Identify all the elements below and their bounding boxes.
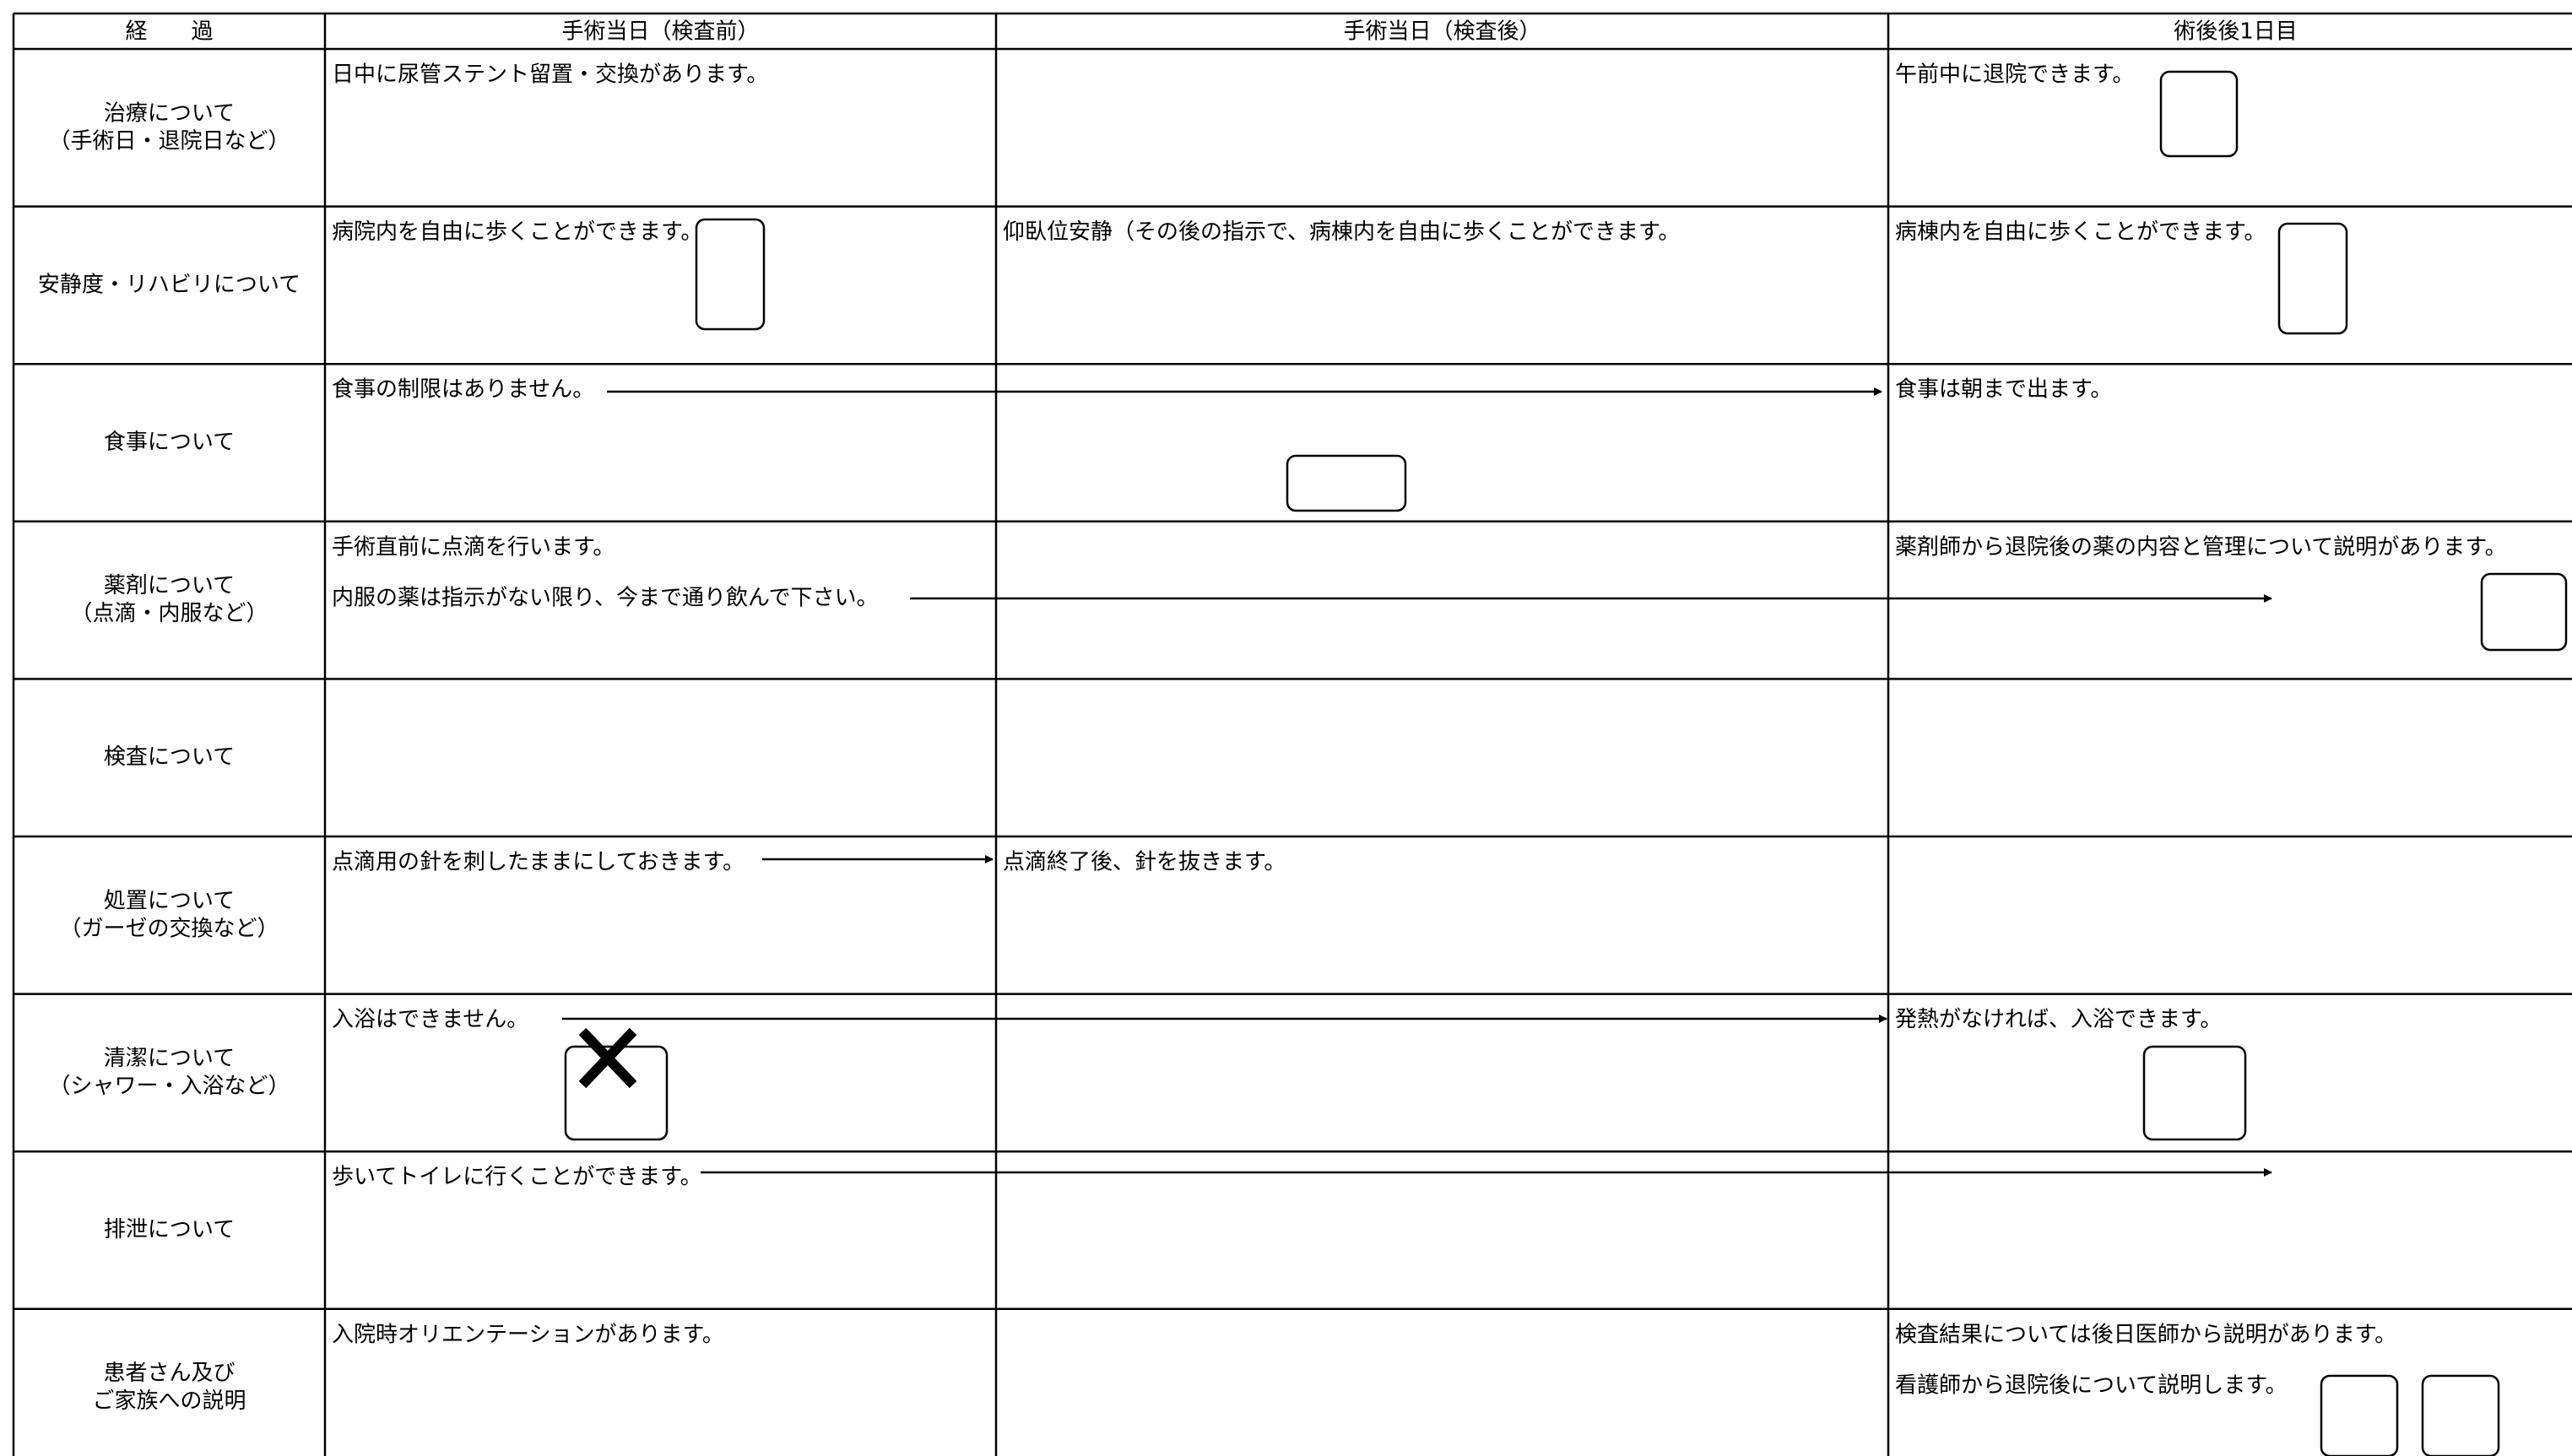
illustration xyxy=(2320,1374,2399,1456)
column-header: 術後後1日目 xyxy=(2174,19,2298,45)
cell-text: 内服の薬は指示がない限り、今まで通り飲んで下さい。 xyxy=(332,585,879,610)
cell-text: 入浴はできません。 xyxy=(332,1007,528,1032)
illustration xyxy=(1286,454,1407,512)
row-label: ご家族への説明 xyxy=(92,1388,246,1414)
cell-text: 検査結果については後日医師から説明があります。 xyxy=(1895,1322,2396,1347)
illustration xyxy=(2480,572,2568,652)
cell-text: 病院内を自由に歩くことができます。 xyxy=(332,219,702,245)
cell-text: 歩いてトイレに行くことができます。 xyxy=(332,1165,702,1190)
column-header: 手術当日（検査後） xyxy=(1343,19,1540,45)
row-label: （シャワー・入浴など） xyxy=(48,1074,290,1099)
cell-text: 看護師から退院後について説明します。 xyxy=(1895,1372,2288,1398)
row-label: 排泄について xyxy=(104,1217,235,1242)
row-label: 食事について xyxy=(104,430,235,455)
cell-text: 食事は朝まで出ます。 xyxy=(1895,377,2112,403)
cell-text: 点滴終了後、針を抜きます。 xyxy=(1003,850,1286,875)
cell-text: 午前中に退院できます。 xyxy=(1895,62,2134,88)
row-label: （点滴・内服など） xyxy=(70,601,268,626)
illustration xyxy=(695,218,766,331)
cell-text: 食事の制限はありません。 xyxy=(332,377,594,403)
column-header: 手術当日（検査前） xyxy=(561,19,759,45)
cell-text: 日中に尿管ステント留置・交換があります。 xyxy=(332,62,768,88)
illustration xyxy=(2142,1045,2247,1141)
row-label: 患者さん及び xyxy=(103,1361,235,1386)
cell-text: 発熱がなければ、入浴できます。 xyxy=(1895,1007,2222,1032)
row-label: 治療について xyxy=(104,100,235,126)
prohibited-mark xyxy=(578,1027,637,1089)
row-label: （手術日・退院日など） xyxy=(48,128,290,154)
row-label: 薬剤について xyxy=(104,573,235,598)
cell-text: 手術直前に点滴を行います。 xyxy=(332,534,615,560)
illustration xyxy=(2421,1374,2500,1456)
row-label: 安静度・リハビリについて xyxy=(38,272,301,297)
illustration xyxy=(2159,70,2239,158)
cell-text: 入院時オリエンテーションがあります。 xyxy=(332,1322,724,1347)
illustration xyxy=(2277,222,2348,335)
column-header: 経 過 xyxy=(125,19,213,45)
cell-text: 点滴用の針を刺したままにしておきます。 xyxy=(332,850,745,875)
row-label: 処置について xyxy=(104,888,235,913)
row-label: （ガーゼの交換など） xyxy=(59,916,279,941)
cell-text: 薬剤師から退院後の薬の内容と管理について説明があります。 xyxy=(1895,534,2507,560)
row-label: 検査について xyxy=(104,744,235,770)
cell-text: 病棟内を自由に歩くことができます。 xyxy=(1895,219,2266,245)
cell-text: 仰臥位安静（その後の指示で、病棟内を自由に歩くことができます。 xyxy=(1003,219,1680,245)
row-label: 清潔について xyxy=(104,1046,235,1071)
